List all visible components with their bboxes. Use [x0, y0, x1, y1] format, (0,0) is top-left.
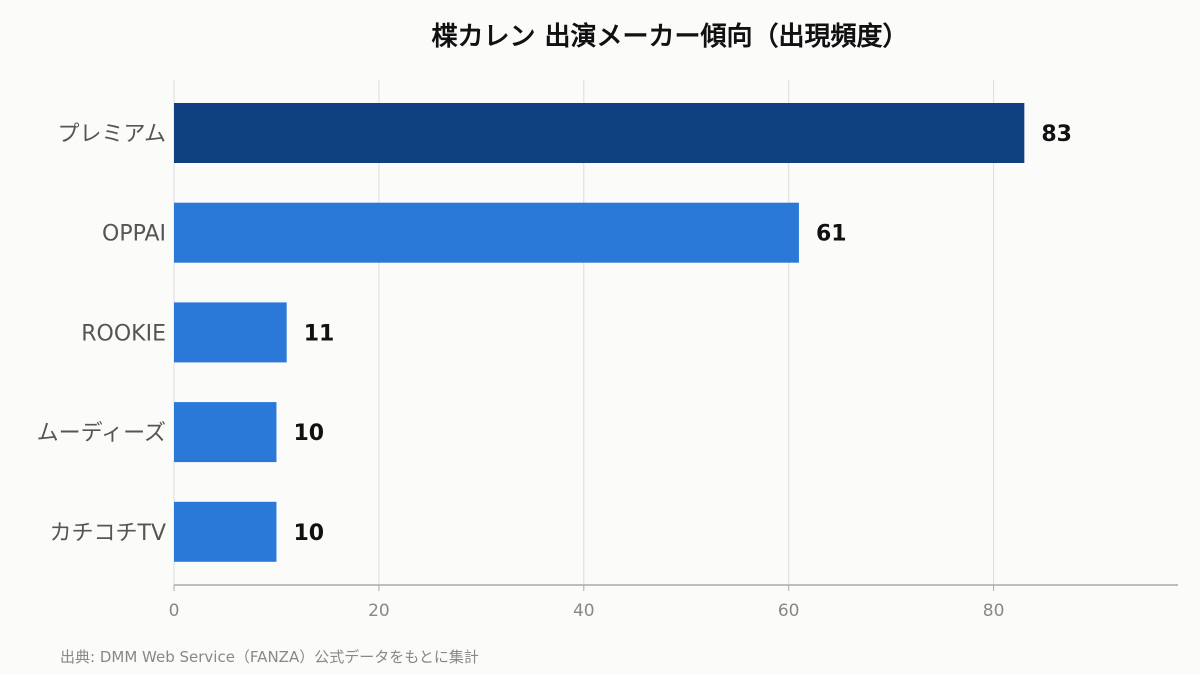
x-tick-label: 40 [573, 601, 595, 621]
bar [174, 501, 277, 562]
chart-title: 楪カレン 出演メーカー傾向（出現頻度） [431, 21, 908, 52]
value-label: 10 [293, 421, 324, 446]
x-tick-label: 20 [368, 601, 390, 621]
x-tick-label: 80 [983, 601, 1005, 621]
value-label: 83 [1041, 122, 1072, 147]
value-label: 10 [293, 521, 324, 546]
category-label: カチコチTV [50, 521, 167, 546]
category-label: OPPAI [102, 222, 166, 247]
bar [174, 103, 1025, 163]
value-label: 61 [816, 222, 847, 247]
value-label: 11 [304, 321, 335, 346]
x-axis-ticks: 0 20 40 60 80 [169, 585, 1005, 621]
category-label: ROOKIE [81, 321, 166, 346]
grid-lines [173, 80, 995, 585]
category-label: プレミアム [58, 122, 166, 147]
bar [174, 402, 277, 463]
bars: プレミアム 83 OPPAI 61 ROOKIE 11 ムーディーズ 10 カチコチTV 10 [37, 103, 1072, 562]
bar [174, 302, 287, 363]
source-note: 出典: DMM Web Service（FANZA）公式データをもとに集計 [60, 648, 479, 666]
x-tick-label: 60 [778, 601, 800, 621]
bar [174, 202, 799, 263]
category-label: ムーディーズ [37, 421, 166, 446]
x-tick-label: 0 [169, 601, 180, 621]
